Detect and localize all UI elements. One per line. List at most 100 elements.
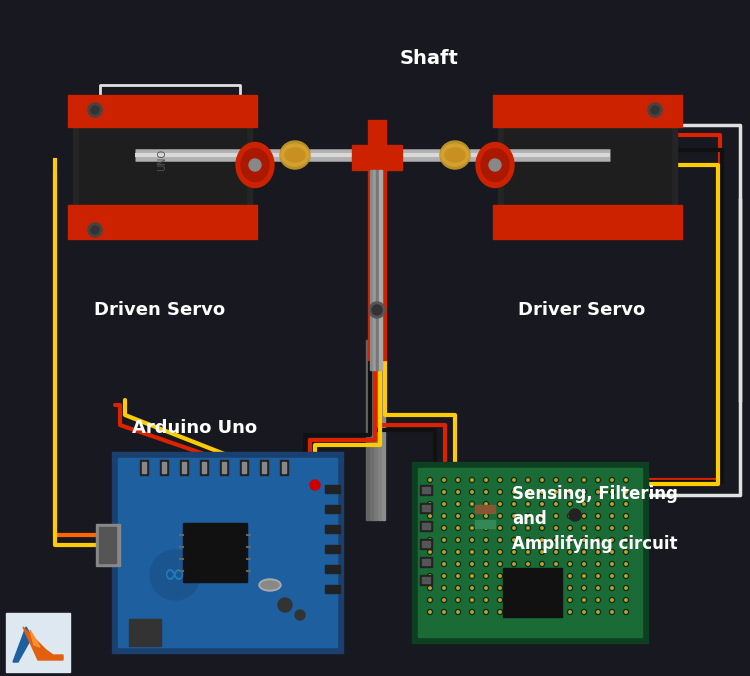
Circle shape [623, 525, 628, 531]
Circle shape [513, 551, 515, 553]
Circle shape [455, 537, 460, 543]
Circle shape [568, 539, 572, 541]
Circle shape [484, 573, 488, 579]
Circle shape [455, 525, 460, 531]
Circle shape [470, 585, 475, 591]
Circle shape [499, 599, 501, 601]
Circle shape [610, 525, 614, 531]
Circle shape [484, 503, 488, 505]
Circle shape [651, 106, 659, 114]
Circle shape [554, 537, 559, 543]
Circle shape [442, 491, 446, 493]
FancyBboxPatch shape [118, 458, 337, 647]
Bar [352, 145, 402, 170]
Text: ∞: ∞ [164, 561, 187, 589]
Bar [160, 460, 168, 475]
Circle shape [539, 585, 544, 591]
Circle shape [484, 515, 488, 517]
Circle shape [625, 515, 627, 517]
Bar [240, 460, 248, 475]
Ellipse shape [278, 598, 292, 612]
Bar [202, 462, 206, 473]
Circle shape [427, 550, 433, 554]
Circle shape [457, 479, 459, 481]
Circle shape [568, 525, 572, 531]
Circle shape [625, 599, 627, 601]
Circle shape [455, 562, 460, 566]
Circle shape [623, 562, 628, 566]
Circle shape [499, 491, 501, 493]
Circle shape [583, 587, 585, 589]
Circle shape [91, 226, 99, 234]
Circle shape [471, 503, 473, 505]
Circle shape [539, 610, 544, 614]
Circle shape [526, 525, 530, 531]
Circle shape [427, 514, 433, 518]
Circle shape [455, 598, 460, 602]
Circle shape [457, 599, 459, 601]
Circle shape [555, 575, 557, 577]
Circle shape [610, 537, 614, 543]
Bar [376, 170, 379, 370]
Circle shape [512, 537, 517, 543]
Circle shape [427, 562, 433, 566]
Ellipse shape [569, 509, 581, 521]
Bar [370, 340, 373, 520]
Polygon shape [13, 627, 32, 662]
Circle shape [512, 550, 517, 554]
Circle shape [484, 551, 488, 553]
Circle shape [499, 563, 501, 565]
Circle shape [541, 527, 543, 529]
Circle shape [512, 610, 517, 614]
Circle shape [499, 515, 501, 517]
Circle shape [427, 489, 433, 495]
Circle shape [596, 502, 601, 506]
Bar [162, 462, 166, 473]
Circle shape [497, 585, 502, 591]
Circle shape [539, 573, 544, 579]
Circle shape [526, 563, 530, 565]
Circle shape [596, 489, 601, 495]
Circle shape [442, 562, 446, 566]
Circle shape [484, 502, 488, 506]
Circle shape [583, 491, 585, 493]
Circle shape [442, 587, 446, 589]
Circle shape [597, 611, 599, 613]
Circle shape [583, 515, 585, 517]
Circle shape [471, 575, 473, 577]
Circle shape [513, 599, 515, 601]
Circle shape [512, 489, 517, 495]
Circle shape [568, 514, 572, 518]
Circle shape [372, 305, 382, 315]
Circle shape [91, 106, 99, 114]
Circle shape [484, 610, 488, 614]
Circle shape [625, 491, 627, 493]
Circle shape [457, 539, 459, 541]
Circle shape [442, 527, 446, 529]
Circle shape [499, 539, 501, 541]
Circle shape [539, 525, 544, 531]
Circle shape [541, 539, 543, 541]
Circle shape [555, 551, 557, 553]
Circle shape [583, 527, 585, 529]
Circle shape [541, 503, 543, 505]
Circle shape [442, 489, 446, 495]
Bar [262, 462, 266, 473]
Circle shape [484, 539, 488, 541]
Ellipse shape [259, 579, 281, 591]
Circle shape [596, 573, 601, 579]
Circle shape [581, 537, 586, 543]
Circle shape [554, 585, 559, 591]
Circle shape [512, 477, 517, 483]
Circle shape [442, 539, 446, 541]
Circle shape [310, 480, 320, 490]
Bar [140, 460, 148, 475]
Circle shape [554, 477, 559, 483]
Circle shape [541, 599, 543, 601]
Circle shape [442, 537, 446, 543]
Bar [422, 487, 430, 493]
Circle shape [568, 515, 572, 517]
Circle shape [429, 575, 431, 577]
Circle shape [513, 515, 515, 517]
Circle shape [497, 573, 502, 579]
